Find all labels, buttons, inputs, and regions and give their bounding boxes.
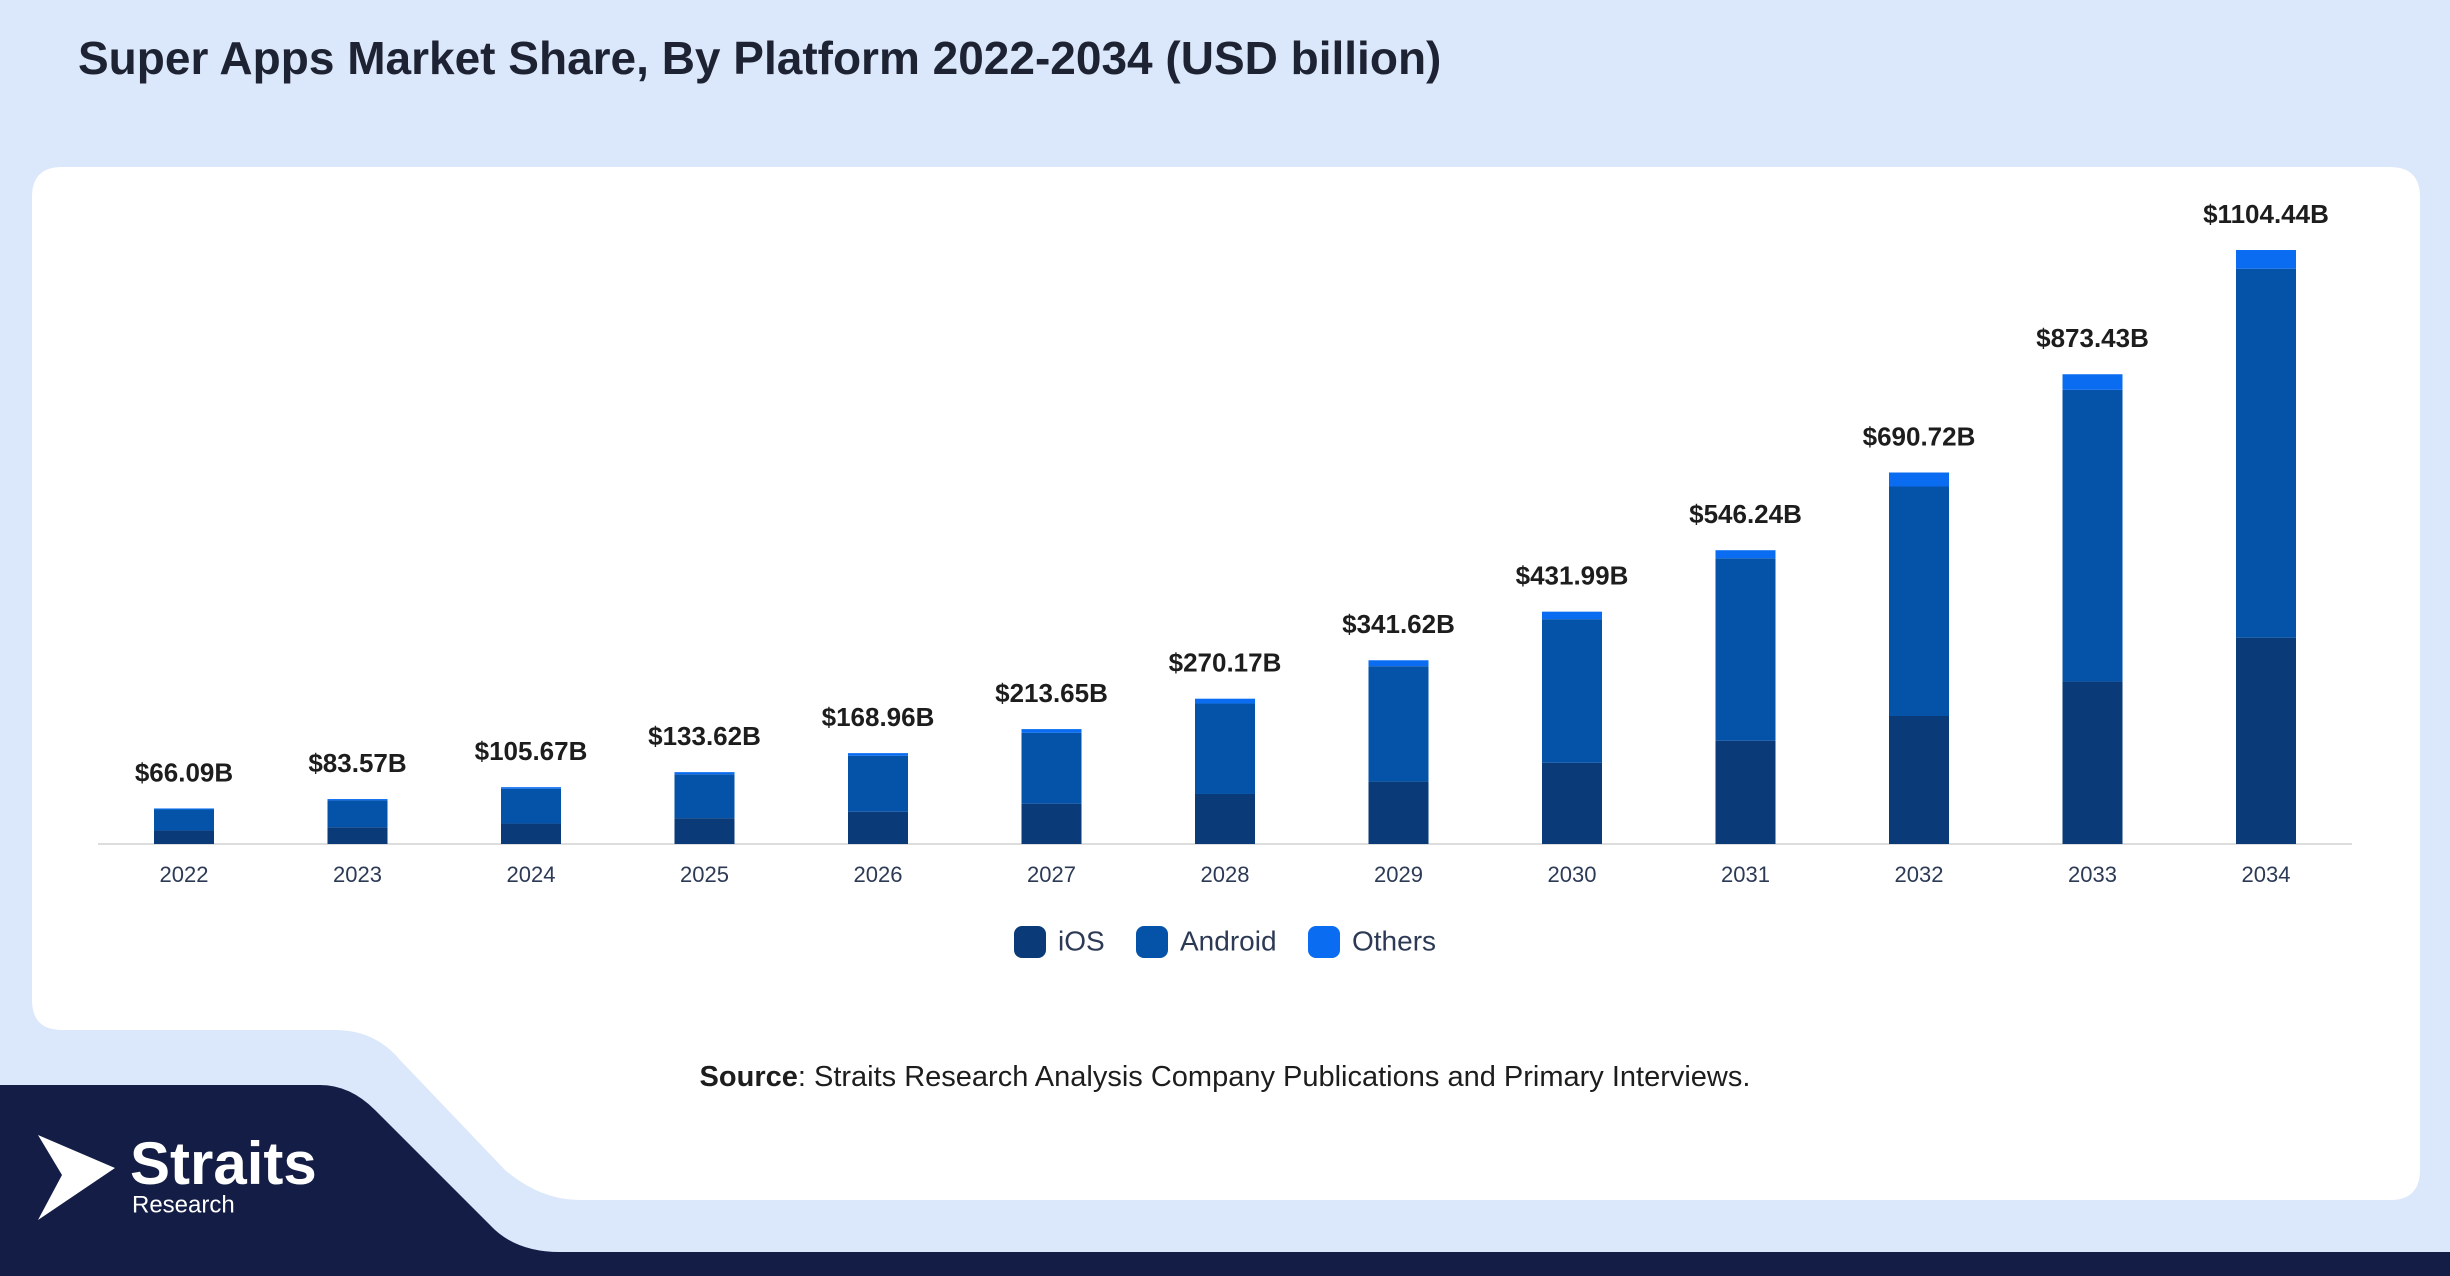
bar-segment (848, 811, 908, 844)
bar-segment (2062, 681, 2123, 844)
x-tick-label: 2034 (2242, 862, 2291, 887)
x-tick-label: 2026 (854, 862, 903, 887)
bar-segment (327, 827, 388, 844)
bar-segment (327, 800, 388, 828)
bar-segment (2236, 268, 2296, 638)
x-tick-label: 2031 (1721, 862, 1770, 887)
bar-segment (1889, 486, 1949, 716)
legend-label: iOS (1058, 925, 1105, 956)
total-label: $690.72B (1863, 421, 1976, 451)
bar-segment (2062, 389, 2123, 682)
bar-segment (674, 772, 735, 775)
source-text: : Straits Research Analysis Company Publ… (798, 1061, 1751, 1093)
bar-segment (848, 755, 908, 812)
bar-segment (1195, 698, 1255, 704)
logo-sub: Research (132, 1191, 235, 1218)
bar-segment (1715, 740, 1776, 844)
legend-label: Others (1352, 925, 1436, 956)
x-tick-label: 2033 (2068, 862, 2117, 887)
total-label: $873.43B (2036, 323, 2149, 353)
bar-segment (1021, 803, 1082, 844)
logo-name: Straits (130, 1130, 317, 1197)
bar-segment (1542, 762, 1602, 844)
legend-swatch (1136, 926, 1168, 958)
total-label: $1104.44B (2203, 199, 2329, 229)
card (32, 167, 2420, 1200)
bar-segment (1195, 793, 1255, 844)
bar-segment (1195, 703, 1255, 794)
x-tick-label: 2023 (333, 862, 382, 887)
bar-segment (327, 799, 388, 801)
bar-segment (2236, 250, 2296, 269)
total-label: $133.62B (648, 721, 761, 751)
bar-segment (501, 787, 561, 789)
x-tick-label: 2022 (160, 862, 209, 887)
bar-segment (1368, 781, 1429, 844)
total-label: $270.17B (1169, 648, 1282, 678)
bar-segment (1715, 550, 1776, 559)
total-label: $83.57B (308, 748, 406, 778)
bar-segment (2062, 374, 2123, 390)
bar-segment (1715, 558, 1776, 741)
x-tick-label: 2030 (1548, 862, 1597, 887)
source-label: Source (700, 1061, 798, 1093)
total-label: $431.99B (1516, 561, 1629, 591)
bar-segment (848, 753, 908, 756)
source: Source: Straits Research Analysis Compan… (700, 1061, 1751, 1093)
total-label: $341.62B (1342, 609, 1455, 639)
bar-segment (1368, 666, 1429, 782)
logo-mark (38, 1135, 115, 1220)
legend-swatch (1014, 926, 1046, 958)
bar-segment (1889, 472, 1949, 487)
legend-swatch (1308, 926, 1340, 958)
chart-title: Super Apps Market Share, By Platform 202… (78, 32, 1441, 84)
bar-segment (154, 809, 214, 831)
x-tick-label: 2024 (507, 862, 556, 887)
bar-segment (1368, 660, 1429, 667)
total-label: $66.09B (135, 757, 233, 787)
bar-segment (674, 774, 735, 819)
bar-segment (154, 830, 214, 844)
legend-label: Android (1180, 925, 1277, 956)
bar-segment (1542, 611, 1602, 620)
x-tick-label: 2029 (1374, 862, 1423, 887)
bar-segment (154, 808, 214, 810)
x-tick-label: 2025 (680, 862, 729, 887)
total-label: $546.24B (1689, 499, 1802, 529)
bar-segment (1889, 715, 1949, 844)
total-label: $213.65B (995, 678, 1108, 708)
x-tick-label: 2028 (1201, 862, 1250, 887)
total-label: $105.67B (475, 736, 588, 766)
total-label: $168.96B (822, 702, 935, 732)
x-tick-label: 2032 (1895, 862, 1944, 887)
x-tick-label: 2027 (1027, 862, 1076, 887)
bar-segment (1542, 619, 1602, 763)
bar-segment (1021, 732, 1082, 804)
footer-band (0, 1085, 2450, 1276)
bar-segment (1021, 729, 1082, 733)
bar-segment (2236, 637, 2296, 844)
bar-segment (501, 823, 561, 844)
bar-segment (501, 788, 561, 824)
bar-segment (674, 818, 735, 844)
